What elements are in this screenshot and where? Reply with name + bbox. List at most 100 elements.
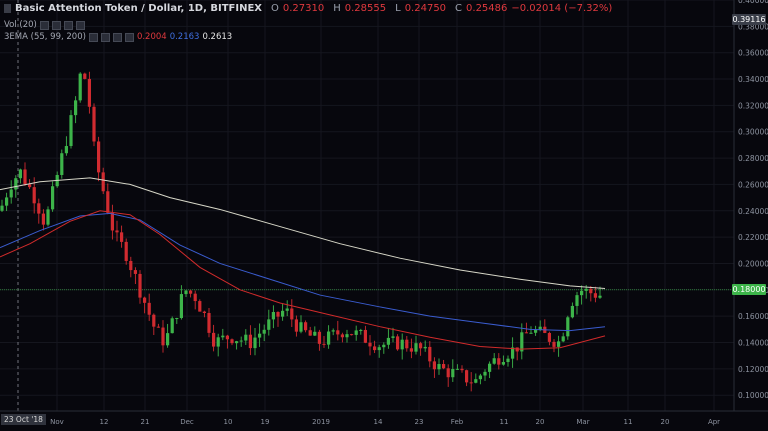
ema99-value: 0.2163 xyxy=(169,32,200,42)
candle-body xyxy=(124,241,128,261)
candle-body xyxy=(69,115,73,147)
candle-body xyxy=(483,371,487,376)
top-price-badge: 0.39116 xyxy=(732,14,766,25)
candle-body xyxy=(340,334,344,338)
price-tick-label: 0.36000 xyxy=(738,49,768,58)
candle-body xyxy=(170,318,174,334)
volume-indicator-legend[interactable]: Vol (20) xyxy=(4,20,85,30)
candle-body xyxy=(327,331,331,345)
candle-body xyxy=(147,302,151,315)
candle-body xyxy=(308,330,312,336)
candle-body xyxy=(230,339,234,344)
price-tick-label: 0.24000 xyxy=(738,207,768,216)
candle-body xyxy=(469,382,473,384)
close-icon[interactable] xyxy=(63,20,73,30)
candle-body xyxy=(414,343,418,352)
time-tick-label: 20 xyxy=(536,418,545,426)
price-tick-label: 0.28000 xyxy=(738,154,768,163)
ohlc-open-key: O xyxy=(270,3,279,14)
candle-body xyxy=(373,346,377,351)
ema55-value: 0.2004 xyxy=(136,32,167,42)
price-tick-label: 0.22000 xyxy=(738,233,768,242)
settings-icon[interactable] xyxy=(100,32,110,42)
candle-body xyxy=(534,329,538,333)
candle-body xyxy=(51,186,55,210)
time-tick-label: 10 xyxy=(224,418,233,426)
candle-body xyxy=(474,379,478,383)
candle-body xyxy=(428,346,432,362)
ema-indicator-label: 3EMA (55, 99, 200) xyxy=(4,32,86,42)
candle-body xyxy=(488,363,492,372)
candle-body xyxy=(253,337,257,349)
visibility-toggle-icon[interactable] xyxy=(39,20,49,30)
candle-body xyxy=(248,334,252,349)
time-tick-label: 23 xyxy=(415,418,424,426)
candle-body xyxy=(501,362,505,365)
candle-body xyxy=(179,294,183,319)
candle-body xyxy=(575,295,579,306)
candle-body xyxy=(202,311,206,314)
ohlc-close-key: C xyxy=(455,3,463,14)
candle-body xyxy=(589,288,593,294)
candle-body xyxy=(152,314,156,327)
candle-body xyxy=(432,361,436,370)
candle-body xyxy=(198,301,202,312)
ema200-line xyxy=(0,177,606,289)
ema-indicator-legend[interactable]: 3EMA (55, 99, 200) 0.2004 0.2163 0.2613 xyxy=(4,32,232,42)
price-tick-label: 0.20000 xyxy=(738,259,768,268)
ohlc-change-value: −0.02014 (−7.32%) xyxy=(511,3,613,14)
candle-body xyxy=(580,290,584,296)
candle-body xyxy=(156,326,160,328)
time-tick-label: 21 xyxy=(141,418,150,426)
candle-body xyxy=(74,100,78,116)
candle-body xyxy=(143,297,147,303)
candle-body xyxy=(520,332,524,352)
close-icon[interactable] xyxy=(112,32,122,42)
price-tick-label: 0.32000 xyxy=(738,101,768,110)
candle-body xyxy=(120,232,124,242)
symbol-icon xyxy=(4,4,11,13)
candle-body xyxy=(106,191,110,213)
candle-body xyxy=(129,260,133,271)
candle-body xyxy=(64,146,68,154)
time-tick-label: 20 xyxy=(661,418,670,426)
settings-icon[interactable] xyxy=(51,20,61,30)
candle-body xyxy=(97,141,101,173)
visibility-toggle-icon[interactable] xyxy=(88,32,98,42)
candle-body xyxy=(313,331,317,336)
candle-body xyxy=(235,341,239,344)
candle-body xyxy=(267,319,271,330)
price-tick-label: 0.30000 xyxy=(738,128,768,137)
price-tick-label: 0.10000 xyxy=(738,391,768,400)
ema200-value: 0.2613 xyxy=(202,32,233,42)
ema55-line xyxy=(0,210,606,350)
time-tick-label: 2019 xyxy=(312,418,330,426)
candle-body xyxy=(446,368,450,378)
candle-body xyxy=(5,197,9,206)
candle-body xyxy=(451,369,455,378)
candle-body xyxy=(78,73,82,101)
candle-body xyxy=(377,347,381,351)
more-icon[interactable] xyxy=(75,20,85,30)
candle-body xyxy=(515,347,519,352)
candle-body xyxy=(92,106,96,142)
time-tick-label: 12 xyxy=(100,418,109,426)
candle-body xyxy=(133,270,137,274)
candle-body xyxy=(193,293,197,302)
time-tick-label: 11 xyxy=(500,418,509,426)
candle-body xyxy=(511,347,515,359)
candle-body xyxy=(396,336,400,350)
candle-body xyxy=(115,230,119,233)
candle-body xyxy=(212,332,216,347)
candle-body xyxy=(354,330,358,335)
candle-body xyxy=(363,329,367,343)
symbol-title[interactable]: Basic Attention Token / Dollar, 1D, BITF… xyxy=(15,3,262,14)
candle-body xyxy=(345,334,349,338)
candle-body xyxy=(566,317,570,337)
price-tick-label: 0.14000 xyxy=(738,339,768,348)
candle-body xyxy=(28,184,32,188)
ema99-line xyxy=(0,212,606,332)
more-icon[interactable] xyxy=(124,32,134,42)
candle-body xyxy=(492,358,496,364)
